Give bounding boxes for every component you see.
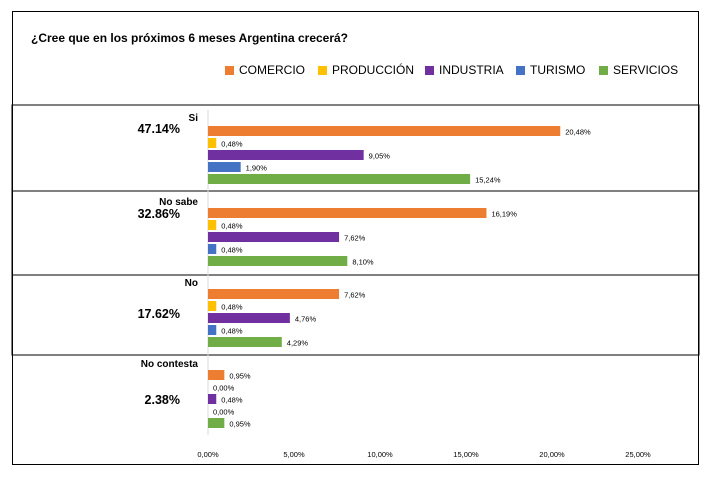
data-label: 0,48% — [221, 327, 243, 336]
data-label: 7,62% — [344, 291, 366, 300]
data-label: 0,48% — [221, 303, 243, 312]
legend-swatch-servicios — [599, 65, 608, 75]
group-label: No contesta — [141, 359, 199, 370]
x-tick-label: 20,00% — [539, 450, 565, 459]
bar — [208, 232, 340, 242]
bar — [208, 174, 471, 184]
legend-label-servicios: SERVICIOS — [613, 63, 679, 77]
group-label: No sabe — [159, 197, 198, 208]
x-tick-label: 5,00% — [283, 450, 305, 459]
data-label: 9,05% — [369, 152, 391, 161]
data-label: 20,48% — [565, 128, 591, 137]
legend-label-comercio: COMERCIO — [239, 63, 305, 77]
bar — [208, 289, 340, 299]
x-tick-label: 25,00% — [625, 450, 651, 459]
data-label: 16,19% — [491, 210, 517, 219]
bar — [208, 256, 348, 266]
legend-swatch-industria — [425, 65, 434, 75]
bar — [208, 370, 225, 380]
data-label: 4,29% — [287, 339, 309, 348]
bar — [208, 394, 217, 404]
data-label: 0,95% — [229, 420, 251, 429]
bar — [208, 162, 241, 172]
group-label: Si — [189, 113, 199, 124]
legend-swatch-turismo — [516, 65, 525, 75]
data-label: 0,00% — [213, 408, 235, 417]
legend-item-turismo: TURISMO — [516, 63, 585, 77]
group-band-3 — [11, 274, 700, 356]
legend-label-produccion: PRODUCCIÓN — [332, 63, 415, 77]
bar — [208, 150, 364, 160]
legend-item-comercio: COMERCIO — [225, 63, 305, 77]
legend-swatch-produccion — [318, 65, 327, 75]
group-total: 17.62% — [138, 307, 180, 321]
x-tick-label: 0,00% — [197, 450, 219, 459]
group-total: 2.38% — [145, 393, 180, 407]
data-label: 0,48% — [221, 246, 243, 255]
bar — [208, 220, 217, 230]
data-label: 15,24% — [475, 176, 501, 185]
data-label: 0,48% — [221, 222, 243, 231]
bar — [208, 208, 487, 218]
data-label: 1,90% — [246, 164, 268, 173]
data-label: 0,95% — [229, 372, 251, 381]
legend-swatch-comercio — [225, 65, 234, 75]
data-label: 8,10% — [352, 258, 374, 267]
legend-item-servicios: SERVICIOS — [599, 63, 678, 77]
legend-label-turismo: TURISMO — [530, 63, 586, 77]
bar — [208, 301, 217, 311]
bar — [208, 418, 225, 428]
data-label: 0,48% — [221, 140, 243, 149]
x-tick-label: 15,00% — [453, 450, 479, 459]
group-total: 32.86% — [138, 207, 180, 221]
bar — [208, 325, 217, 335]
legend-label-industria: INDUSTRIA — [439, 63, 504, 77]
bar — [208, 126, 561, 136]
bar — [208, 313, 290, 323]
data-label: 7,62% — [344, 234, 366, 243]
group-total: 47.14% — [138, 122, 180, 136]
bar — [208, 337, 282, 347]
chart-title: ¿Cree que en los próximos 6 meses Argent… — [31, 31, 349, 45]
bar — [208, 244, 217, 254]
data-label: 0,48% — [221, 396, 243, 405]
data-label: 4,76% — [295, 315, 317, 324]
bar — [208, 138, 217, 148]
legend-item-industria: INDUSTRIA — [425, 63, 504, 77]
legend-item-produccion: PRODUCCIÓN — [318, 63, 414, 77]
data-label: 0,00% — [213, 384, 235, 393]
group-label: No — [185, 278, 198, 289]
x-tick-label: 10,00% — [367, 450, 393, 459]
